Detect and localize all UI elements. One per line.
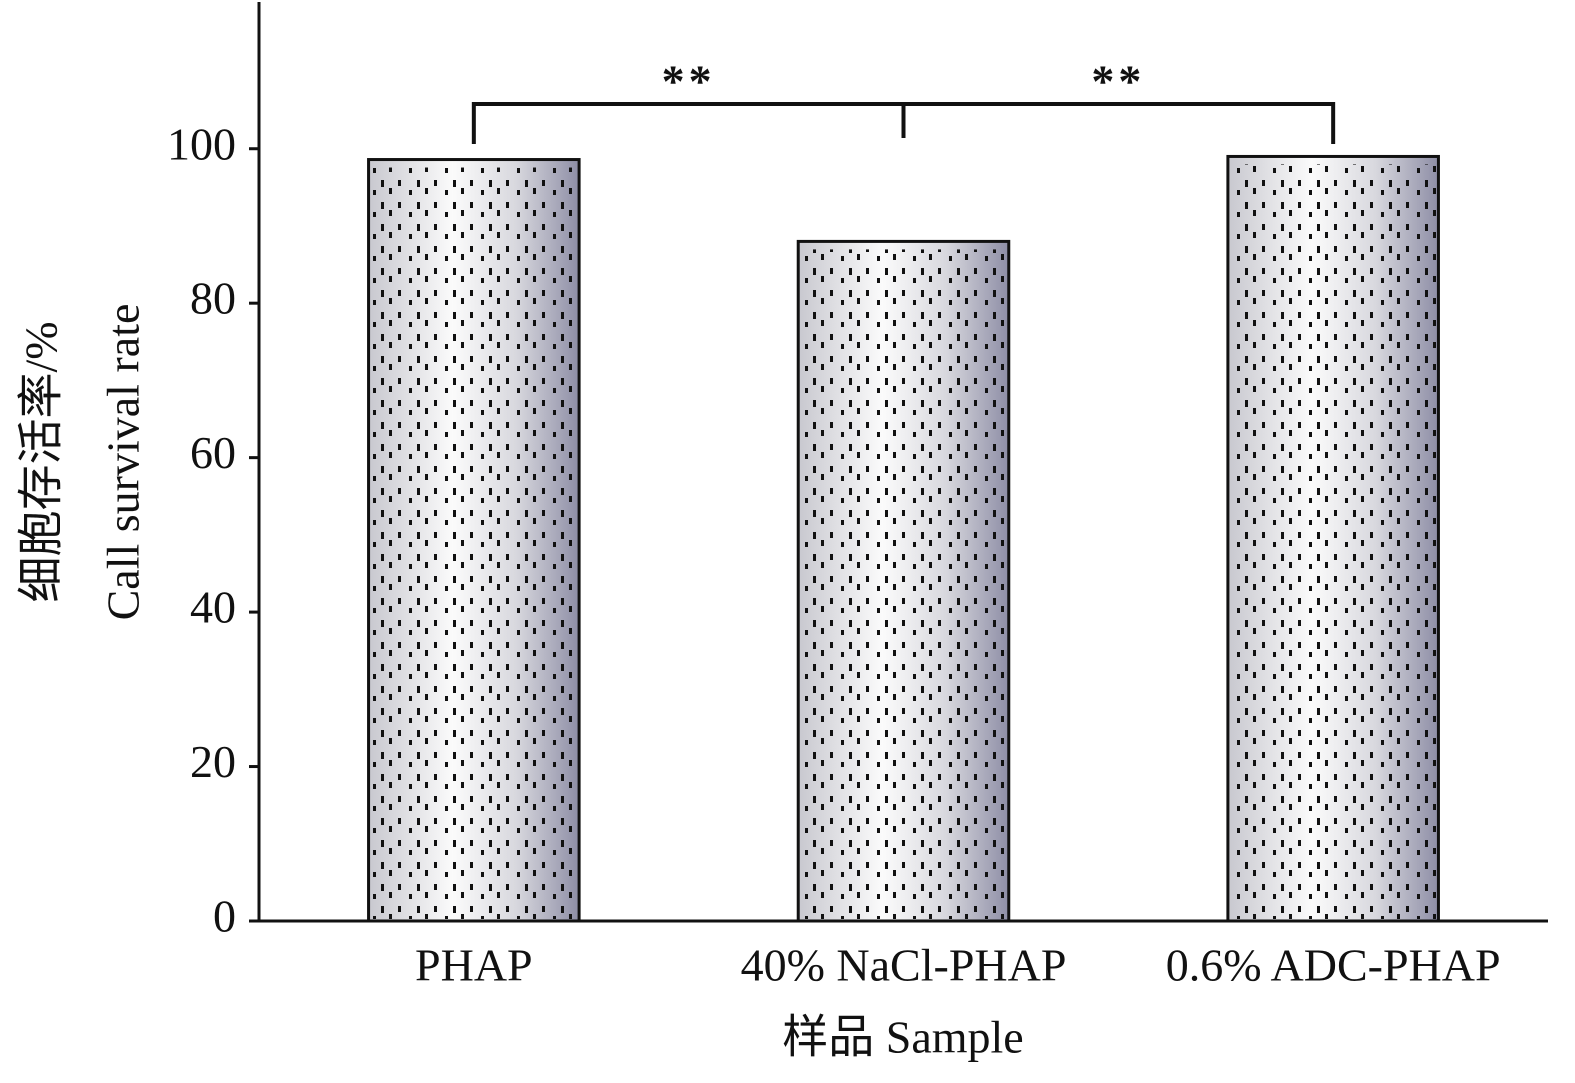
y-axis-label: 细胞存活率/% (16, 321, 67, 602)
significance-bracket (471, 102, 1336, 144)
x-axis-label: 样品 Sample (782, 1012, 1023, 1063)
significance-label: ** (662, 56, 716, 107)
x-tick-label: 0.6% ADC-PHAP (1166, 940, 1501, 991)
y-tick-label: 20 (190, 736, 236, 787)
bar-texture (1229, 164, 1437, 919)
y-tick-label: 80 (190, 273, 236, 324)
y-tick-label: 100 (167, 118, 236, 169)
y-tick-label: 0 (213, 891, 236, 942)
bar-texture (370, 167, 578, 920)
y-tick-label: 40 (190, 582, 236, 633)
x-tick-label: PHAP (415, 940, 533, 991)
y-tick-label: 60 (190, 427, 236, 478)
significance-label: ** (1091, 56, 1145, 107)
y-axis-label: Call survival rate (98, 304, 149, 621)
x-tick-label: 40% NaCl-PHAP (741, 940, 1067, 991)
bar-texture (800, 249, 1007, 919)
